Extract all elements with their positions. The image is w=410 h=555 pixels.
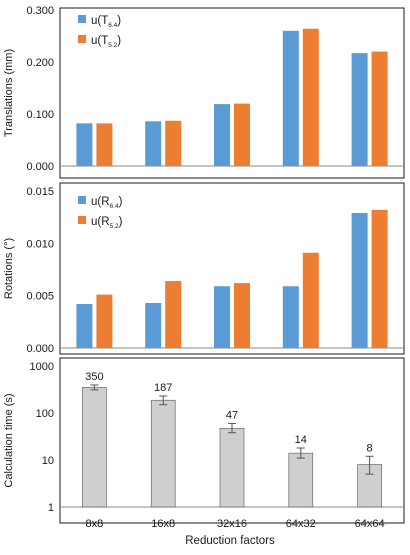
legend-label: u(T6.4) [91,15,121,29]
bar-series-1-64x64 [351,212,368,348]
bar-32x16 [219,428,245,508]
y-axis-label: Rotations (°) [3,238,15,299]
legend-swatch [78,35,86,43]
x-axis-label: Reduction factors [185,535,275,547]
bar-series-2-16x8 [165,120,182,166]
data-label: 14 [295,434,307,446]
bar-64x32 [288,452,314,508]
x-tick-label: 32x16 [217,518,247,530]
x-tick-label: 8x8 [86,518,104,530]
data-label: 47 [226,409,238,421]
legend-label: u(T5.2) [91,35,121,49]
legend-label: u(R6.4) [91,196,123,210]
x-tick-label: 64x32 [286,518,316,530]
bar-series-2-64x32 [302,252,319,348]
bar-series-2-64x64 [371,209,388,348]
chart-panel-3: 1 10 100 1000 Calculation time (s) 350 187 47 14… [3,357,405,524]
bar-series-1-64x32 [282,286,299,348]
panel-frame [59,182,405,355]
y-tick-label: 0.000 [26,161,54,173]
bar-16x8 [150,399,176,508]
bar-series-1-8x8 [76,123,93,166]
legend-swatch [78,216,86,224]
bar-series-1-64x32 [282,30,299,166]
bar-series-1-64x64 [351,53,368,166]
chart-panel-2: 0.000 0.005 0.010 0.015 Rotations (°) u(R6.4)… [3,182,405,355]
bar-series-1-16x8 [145,302,162,348]
data-label: 8 [367,442,373,454]
bar-series-1-16x8 [145,121,162,166]
bar-series-2-32x16 [234,103,250,166]
y-axis-label: Calculation time (s) [3,393,15,487]
data-label: 350 [85,371,103,383]
bar-series-2-16x8 [165,281,182,348]
bar-series-1-32x16 [214,104,230,166]
y-tick-label: 0.000 [26,343,54,355]
bar-series-1-32x16 [214,286,230,348]
y-tick-label: 1 [48,502,54,514]
panel-frame [59,7,405,179]
bar-series-2-64x64 [371,51,388,166]
y-tick-label: 0.010 [26,238,54,250]
bar-series-1-8x8 [76,304,93,348]
y-axis-label: Translations (mm) [3,49,15,137]
x-tick-label: 64x64 [355,518,385,530]
legend-swatch [78,196,86,204]
y-tick-label: 1000 [30,361,54,373]
legend-swatch [78,15,86,23]
legend-label: u(R5.2) [91,216,123,230]
data-label: 187 [154,382,172,394]
y-tick-label: 10 [42,455,54,467]
y-tick-label: 0.015 [26,186,54,198]
panel-frame [59,357,405,524]
y-tick-label: 0.300 [26,5,54,17]
y-tick-label: 0.200 [26,57,54,69]
bar-8x8 [82,387,107,508]
x-tick-label: 16x8 [151,518,175,530]
bar-series-2-8x8 [96,294,113,348]
bar-series-2-8x8 [96,123,113,166]
bar-series-2-64x32 [302,28,319,166]
chart-panel-1: 0.000 0.100 0.200 0.300 Translations (mm) u(T… [3,5,405,179]
y-tick-label: 0.100 [26,109,54,121]
bar-series-2-32x16 [234,283,250,348]
y-tick-label: 0.005 [26,291,54,303]
y-tick-label: 100 [36,408,54,420]
